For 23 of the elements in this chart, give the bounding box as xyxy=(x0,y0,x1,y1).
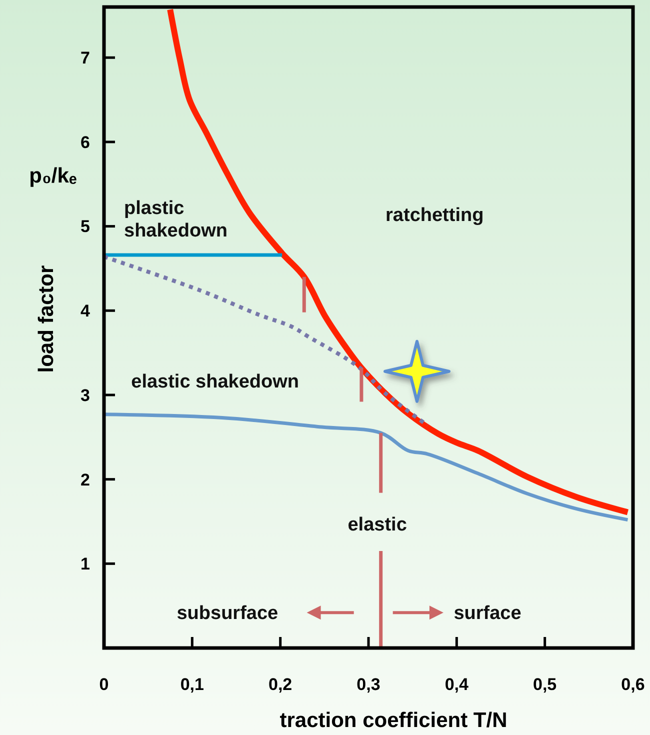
annotation: elastic shakedown xyxy=(131,371,300,392)
x-tick-label: 0,5 xyxy=(533,675,557,694)
annotation: elastic xyxy=(348,514,408,536)
x-tick-label: 0,2 xyxy=(268,675,292,694)
x-tick-label: 0,3 xyxy=(356,675,380,694)
y-tick-label: 3 xyxy=(80,386,90,405)
x-tick-label: 0,1 xyxy=(180,675,204,694)
y-tick-label: 2 xyxy=(80,470,90,490)
y-tick-label: 1 xyxy=(80,554,90,574)
annotation: surface xyxy=(454,603,522,624)
x-axis-title: traction coefficient T/N xyxy=(280,709,508,732)
y-axis-title: load factor xyxy=(35,265,58,373)
x-tick-label: 0 xyxy=(99,675,109,694)
x-tick-label: 0,6 xyxy=(621,675,645,694)
y-tick-label: 7 xyxy=(80,48,90,68)
text: p₀/kₑ xyxy=(29,164,77,188)
y-tick-label: 6 xyxy=(80,132,90,152)
annotation: subsurface xyxy=(176,603,278,624)
annotation: ratchetting xyxy=(386,205,484,226)
x-tick-label: 0,4 xyxy=(444,675,470,694)
annotation: plastic shakedown xyxy=(124,198,228,242)
y-tick-label: 4 xyxy=(80,302,91,321)
y-tick-label: 5 xyxy=(80,217,90,236)
